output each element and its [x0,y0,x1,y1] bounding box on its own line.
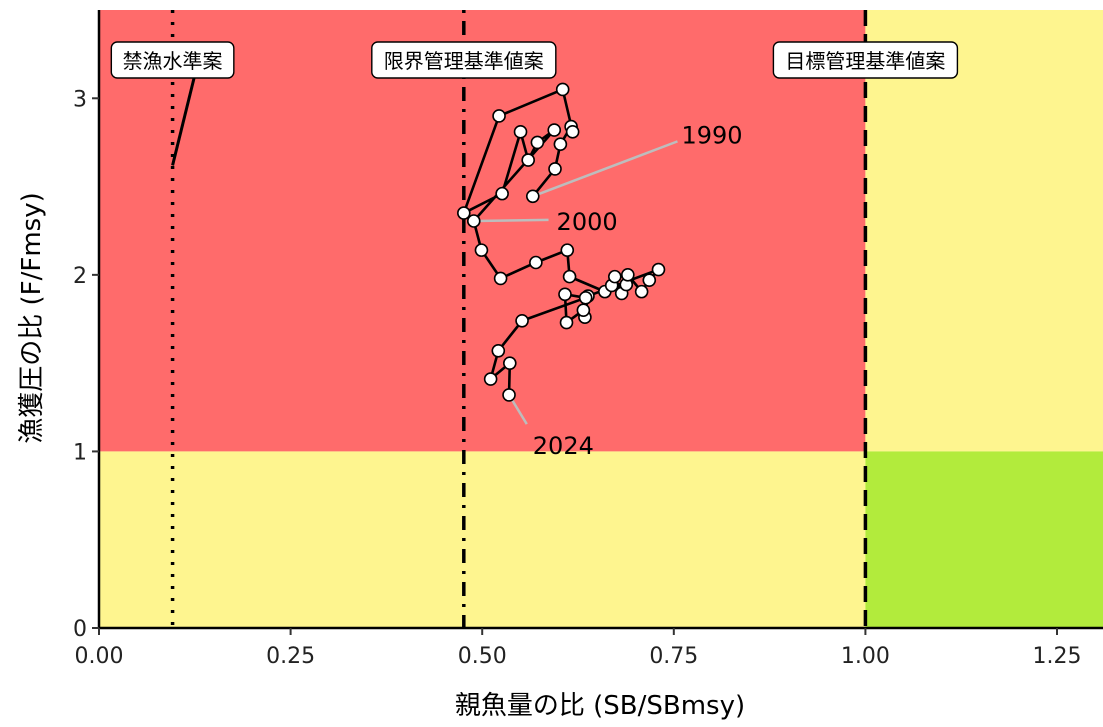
y-tick-label-0: 0 [73,617,87,642]
data-point-10 [521,153,535,167]
data-point-36 [483,372,498,386]
data-point-15 [493,271,508,286]
data-point-6 [492,109,506,123]
x-tick-label-5: 1.25 [1033,644,1082,669]
data-point-14 [474,243,489,257]
x-tick-label-0: 0.00 [75,644,124,669]
data-point-27 [651,262,666,277]
data-point-32 [558,287,572,302]
data-point-25 [634,284,649,299]
data-point-12 [547,123,562,137]
data-point-0 [525,189,540,204]
reference-labels: 禁漁水準案 限界管理基準値案 目標管理基準値案 [110,41,959,79]
data-point-21 [607,269,622,284]
data-point-26 [642,273,657,287]
x-axis-title: 親魚量の比 (SB/SBmsy) [455,691,745,721]
data-point-13 [466,214,481,228]
data-point-35 [491,343,506,358]
reference-label-2: 目標管理基準値案 [772,41,959,79]
zone-yellow-2 [99,451,866,628]
data-point-11 [530,135,545,150]
zone-yellow-1 [865,10,1103,452]
x-tick-label-3: 0.75 [649,644,698,669]
reference-label-text-1: 限界管理基準値案 [384,49,544,73]
data-point-31 [559,315,574,330]
year-annotations: 1990 2000 2024 [533,121,743,460]
trajectory-points [457,82,666,402]
data-point-2 [553,137,568,151]
plot-area [99,10,1103,628]
annotation-leader-2000 [473,218,549,223]
reference-label-text-0: 禁漁水準案 [123,49,223,73]
year-label-2000: 2000 [557,208,618,236]
x-tick-label-2: 0.50 [458,644,507,669]
data-point-16 [529,255,543,270]
year-label-2024: 2024 [533,432,594,460]
data-point-8 [495,186,509,201]
year-label-1990: 1990 [681,121,742,149]
data-point-1 [548,162,562,176]
data-point-7 [457,206,471,220]
data-point-17 [560,243,575,257]
annotation-leader-1990 [532,140,678,198]
data-point-4 [565,125,580,139]
data-point-34 [515,313,529,328]
y-axis-title: 漁獲圧の比 (F/Fmsy) [17,192,47,443]
data-point-9 [513,125,528,139]
data-point-5 [555,82,570,97]
zone-red-0 [99,10,866,452]
data-point-24 [621,268,635,282]
y-tick-label-2: 2 [73,264,87,289]
x-tick-label-1: 0.25 [266,644,315,669]
y-tick-label-3: 3 [73,87,87,112]
data-point-33 [578,291,593,305]
reference-label-text-2: 目標管理基準値案 [785,49,945,73]
data-point-37 [502,356,517,370]
data-point-38 [502,388,516,402]
zone-green-3 [865,451,1103,628]
x-tick-label-4: 1.00 [841,644,890,669]
reference-lines [170,10,868,628]
reference-label-1: 限界管理基準値案 [371,41,557,79]
data-point-30 [576,303,591,317]
y-tick-label-1: 1 [73,440,87,465]
axes: 0.00 0.25 0.50 0.75 1.00 1.25 0 1 2 3 [73,10,1103,669]
data-point-18 [562,269,577,284]
reference-label-0: 禁漁水準案 [110,41,235,79]
